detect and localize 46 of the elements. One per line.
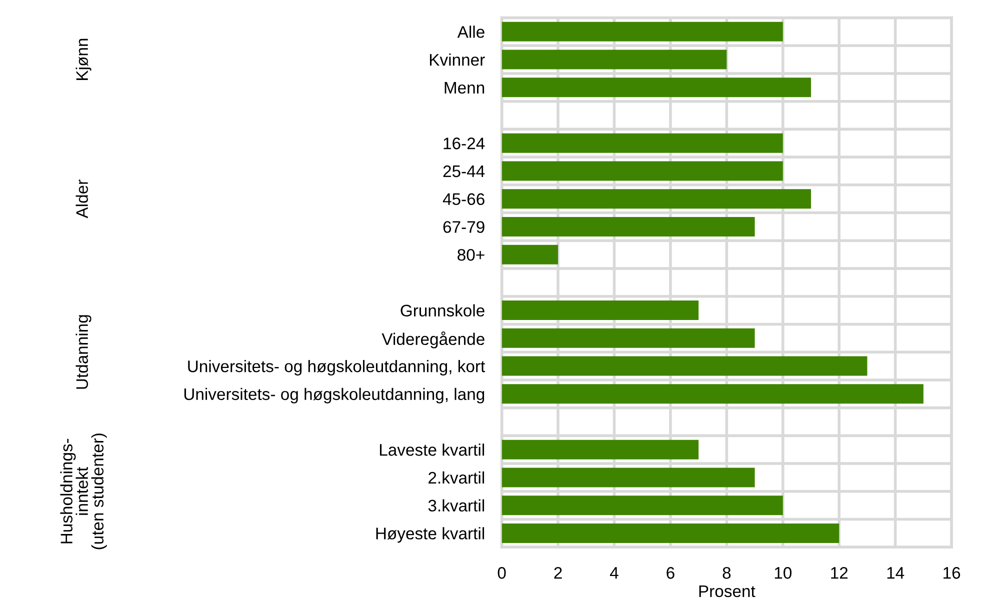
x-tick-label: 6 <box>666 567 674 579</box>
x-tick-label: 2 <box>554 567 562 579</box>
bar <box>502 244 558 264</box>
bar <box>502 328 755 348</box>
y-tick-label: 16-24 <box>444 138 485 150</box>
bar <box>502 22 783 42</box>
x-tick-label: 10 <box>774 567 792 579</box>
y-tick-label: Høyeste kvartil <box>376 527 484 543</box>
bar <box>502 133 783 153</box>
y-tick-label: Kvinner <box>430 54 485 66</box>
y-tick-label: 25-44 <box>443 165 485 178</box>
bar <box>502 356 868 376</box>
text: Utdanning <box>76 315 92 389</box>
y-tick-label: 45-66 <box>442 193 484 206</box>
y-tick-label: Menn <box>444 82 484 94</box>
bar <box>502 189 812 209</box>
x-tick-label: 4 <box>610 567 618 579</box>
x-tick-label: 8 <box>722 567 731 579</box>
y-tick-label: Laveste kvartil <box>380 444 484 456</box>
x-tick-label: 12 <box>831 567 848 579</box>
y-tick-label: Grunnskole <box>400 304 484 317</box>
bar <box>502 50 727 70</box>
text: Husholdnings- inntekt (uten studenter) <box>60 434 107 550</box>
y-tick-label: 80+ <box>458 248 484 261</box>
text: Kjønn <box>76 38 92 80</box>
x-tick-label: 0 <box>498 567 506 579</box>
y-tick-label: Universitets- og høgskoleutdanning, lang <box>184 388 484 404</box>
y-tick-label: 67-79 <box>443 221 484 233</box>
y-tick-label: Alle <box>457 26 484 38</box>
bar <box>502 300 699 320</box>
y-tick-label: Universitets- og høgskoleutdanning, kort <box>188 360 486 376</box>
bar <box>502 440 699 460</box>
text: Alder <box>76 180 88 218</box>
bar <box>502 468 755 488</box>
y-tick-label: 2.kvartil <box>428 471 484 484</box>
bar <box>502 216 755 236</box>
x-axis-title: Prosent <box>699 586 756 598</box>
y-tick-label: 3.kvartil <box>428 499 484 512</box>
bar <box>502 78 812 98</box>
x-tick-label: 16 <box>944 567 960 579</box>
bar <box>502 523 840 543</box>
bar <box>502 161 783 181</box>
y-tick-label: Videregående <box>382 331 484 348</box>
bar <box>502 384 924 404</box>
bar <box>502 496 783 516</box>
x-tick-label: 14 <box>887 567 904 579</box>
